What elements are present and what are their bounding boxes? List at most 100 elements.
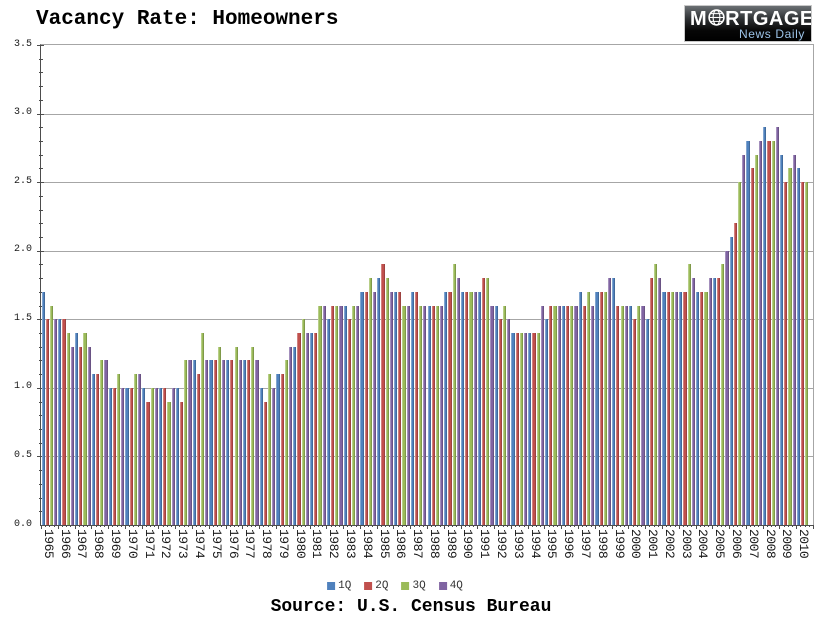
bar-1988-1Q [427, 305, 431, 525]
bar-1974-3Q [200, 333, 205, 525]
x-minor-tick [66, 525, 68, 527]
x-year-tick [661, 525, 663, 529]
x-tick-label: 1996 [561, 529, 577, 559]
y-minor-tick [39, 58, 43, 60]
x-minor-tick [691, 525, 693, 527]
x-minor-tick [468, 525, 470, 527]
x-year-tick [359, 525, 361, 529]
x-minor-tick [573, 525, 575, 527]
x-minor-tick [120, 525, 122, 527]
x-minor-tick [741, 525, 743, 527]
x-minor-tick [351, 525, 353, 527]
bar-2004-4Q [708, 278, 712, 525]
x-minor-tick [800, 525, 802, 527]
x-tick-label: 1970 [124, 529, 140, 559]
x-minor-tick [204, 525, 206, 527]
bar-1987-1Q [410, 291, 414, 525]
x-minor-tick [171, 525, 173, 527]
x-minor-tick [347, 525, 349, 527]
x-minor-tick [557, 525, 559, 527]
x-minor-tick [372, 525, 374, 527]
x-minor-tick [687, 525, 689, 527]
x-tick-label: 1977 [242, 529, 258, 559]
bar-1971-4Q [154, 387, 158, 525]
legend-swatch [327, 582, 336, 590]
y-minor-tick [39, 429, 43, 430]
bar-1992-1Q [494, 305, 498, 525]
bar-1981-1Q [310, 333, 314, 525]
bar-2000-2Q [633, 319, 637, 525]
x-year-tick [192, 525, 194, 529]
x-minor-tick [435, 525, 437, 527]
bar-1972-1Q [158, 387, 163, 525]
x-year-tick [494, 525, 496, 529]
x-year-tick [141, 525, 143, 529]
bar-2004-1Q [696, 291, 700, 525]
y-minor-tick [39, 195, 43, 197]
x-minor-tick [137, 525, 139, 527]
x-minor-tick [103, 525, 105, 527]
x-minor-tick [552, 525, 554, 527]
x-minor-tick [87, 525, 89, 527]
bar-1970-2Q [129, 387, 133, 525]
x-year-tick [208, 525, 210, 529]
x-tick-label: 1989 [443, 529, 459, 559]
bar-1997-3Q [586, 291, 591, 525]
bar-1973-3Q [184, 360, 188, 525]
bar-1996-2Q [565, 305, 570, 525]
bar-1968-3Q [100, 360, 104, 525]
bar-2002-1Q [662, 291, 666, 525]
bar-1987-3Q [419, 305, 423, 525]
bar-1995-4Q [557, 305, 561, 525]
x-minor-tick [569, 525, 571, 527]
x-minor-tick [418, 525, 420, 527]
bar-1985-4Q [389, 291, 393, 525]
y-minor-tick [39, 415, 43, 417]
x-minor-tick [267, 525, 269, 527]
x-minor-tick [322, 525, 324, 527]
x-tick-label: 2009 [779, 529, 795, 559]
bar-1982-2Q [331, 305, 335, 525]
x-year-tick [678, 525, 680, 529]
x-minor-tick [636, 525, 638, 527]
x-minor-tick [301, 525, 303, 527]
bar-1984-1Q [360, 291, 364, 525]
bar-1980-1Q [293, 346, 297, 525]
bar-1995-1Q [544, 319, 549, 525]
bar-1978-4Q [272, 387, 276, 525]
x-tick-label: 2002 [661, 529, 677, 559]
x-tick-label: 1980 [292, 529, 308, 559]
bar-1978-2Q [263, 401, 268, 525]
bar-1980-4Q [305, 333, 309, 525]
x-year-tick [460, 525, 462, 529]
bar-1989-1Q [444, 291, 448, 525]
y-tick-label: 1.0 [13, 381, 32, 393]
bar-1999-1Q [612, 278, 616, 525]
x-tick-label: 1979 [275, 529, 291, 559]
bar-1983-1Q [343, 305, 347, 525]
x-tick-label: 1983 [342, 529, 358, 559]
x-minor-tick [653, 525, 655, 527]
x-tick-label: 1978 [259, 529, 275, 559]
x-minor-tick [380, 525, 382, 527]
bar-1986-4Q [406, 305, 410, 525]
x-tick-label: 1967 [74, 529, 90, 559]
y-minor-tick [39, 154, 43, 156]
bar-2008-1Q [763, 127, 767, 525]
legend-swatch [401, 582, 410, 590]
x-minor-tick [397, 525, 399, 527]
source-caption: Source: U.S. Census Bureau [270, 597, 552, 617]
x-minor-tick [368, 525, 370, 527]
bar-1977-1Q [242, 360, 247, 525]
x-tick-label: 1988 [426, 529, 442, 559]
x-tick-label: 2007 [745, 529, 761, 559]
bar-2008-4Q [775, 127, 779, 525]
y-minor-tick [39, 401, 43, 403]
bar-1982-3Q [335, 305, 339, 525]
x-tick-label: 1986 [393, 529, 409, 559]
bar-1967-2Q [79, 346, 83, 525]
bar-2009-1Q [779, 154, 784, 525]
x-tick-label: 2006 [728, 529, 744, 559]
logo-subtitle: News Daily [738, 27, 805, 41]
bar-1966-2Q [62, 319, 66, 525]
